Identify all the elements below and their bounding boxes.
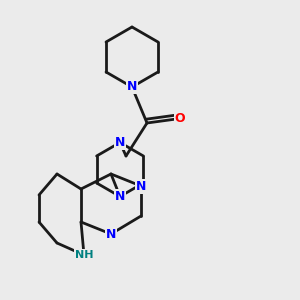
Text: O: O bbox=[175, 112, 185, 125]
Text: N: N bbox=[115, 190, 125, 203]
Text: NH: NH bbox=[75, 250, 93, 260]
Text: N: N bbox=[136, 179, 146, 193]
Text: N: N bbox=[106, 227, 116, 241]
Text: N: N bbox=[127, 80, 137, 94]
Text: N: N bbox=[115, 136, 125, 149]
